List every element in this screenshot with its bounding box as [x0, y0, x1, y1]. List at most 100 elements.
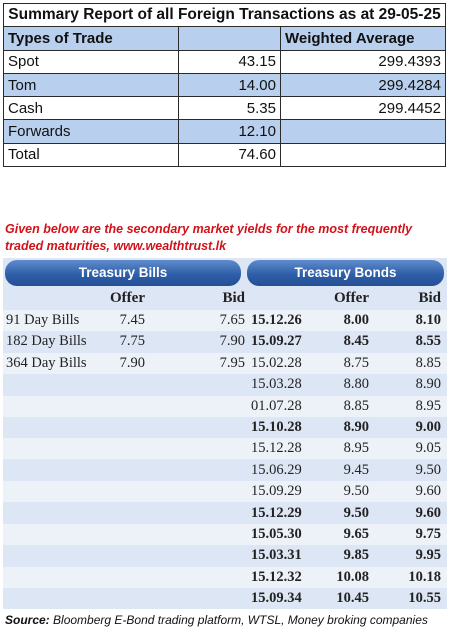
trade-weighted-average: [280, 142, 446, 168]
bonds-offer-header: Offer: [334, 290, 369, 306]
bill-name: 182 Day Bills: [6, 333, 87, 350]
trade-type: Spot: [3, 49, 179, 74]
bonds-bid-header: Bid: [418, 290, 441, 306]
bond-offer: 8.95: [343, 440, 369, 457]
bond-bid: 8.55: [415, 333, 441, 350]
yield-row: 15.12.28 8.95 9.05: [3, 438, 447, 460]
summary-row-total: Total 74.60: [3, 142, 446, 168]
bond-offer: 8.80: [343, 376, 369, 393]
bond-maturity: 15.02.28: [251, 354, 302, 371]
yield-row: 15.12.29 9.50 9.60: [3, 503, 447, 524]
trade-weighted-average: [280, 119, 446, 144]
trade-volume: 14.00: [178, 72, 281, 98]
trade-volume: 12.10: [178, 119, 281, 144]
bond-offer: 8.75: [343, 354, 369, 371]
yield-row: 364 Day Bills 7.90 7.95 15.02.28 8.75 8.85: [3, 352, 447, 374]
yield-row: 15.09.34 10.45 10.55: [3, 588, 447, 609]
bond-maturity: 15.10.28: [251, 419, 302, 435]
summary-row-forwards: Forwards 12.10: [3, 119, 446, 144]
bond-maturity: 15.03.28: [251, 376, 302, 393]
secondary-market-caption: Given below are the secondary market yie…: [5, 222, 413, 253]
bond-offer: 9.85: [343, 547, 369, 564]
treasury-bills-heading: Treasury Bills: [5, 260, 241, 286]
bond-maturity: 01.07.28: [251, 397, 302, 414]
header-weighted-average: Weighted Average: [280, 26, 446, 51]
trade-volume: 5.35: [178, 96, 281, 121]
bill-offer: 7.90: [119, 354, 145, 371]
bond-bid: 9.60: [415, 504, 441, 521]
bond-maturity: 15.06.29: [251, 461, 302, 478]
bond-maturity: 15.12.32: [251, 568, 302, 585]
bond-maturity: 15.05.30: [251, 526, 302, 542]
source-label: Source:: [5, 613, 50, 627]
yield-row: 15.03.28 8.80 8.90: [3, 374, 447, 395]
bill-bid: 7.95: [219, 354, 245, 371]
bond-offer: 9.50: [343, 504, 369, 521]
bond-offer: 9.45: [343, 461, 369, 478]
yield-row: 15.05.30 9.65 9.75: [3, 524, 447, 545]
foreign-transactions-summary-table: Summary Report of all Foreign Transactio…: [3, 2, 446, 168]
summary-row-cash: Cash 5.35 299.4452: [3, 96, 446, 121]
yields-column-header-row: Offer Bid Offer Bid: [3, 288, 447, 309]
bond-bid: 9.05: [415, 440, 441, 457]
bond-offer: 9.65: [343, 526, 369, 542]
bond-offer: 8.45: [343, 333, 369, 350]
bond-bid: 8.95: [415, 397, 441, 414]
summary-title-row: Summary Report of all Foreign Transactio…: [3, 2, 446, 28]
bond-maturity: 15.12.28: [251, 440, 302, 457]
bill-name: 91 Day Bills: [6, 312, 80, 328]
bond-maturity: 15.03.31: [251, 547, 302, 564]
trade-volume: 74.60: [178, 142, 281, 168]
yield-row: 15.06.29 9.45 9.50: [3, 460, 447, 481]
header-types-of-trade: Types of Trade: [3, 26, 179, 51]
bond-bid: 9.75: [415, 526, 441, 542]
trade-type: Tom: [3, 72, 179, 98]
summary-header-row: Types of Trade Weighted Average: [3, 26, 446, 51]
bond-maturity: 15.12.26: [251, 312, 302, 328]
trade-weighted-average: 299.4452: [280, 96, 446, 121]
bill-offer: 7.75: [119, 333, 145, 350]
bond-offer: 8.00: [343, 312, 369, 328]
yield-row: 91 Day Bills 7.45 7.65 15.12.26 8.00 8.10: [3, 310, 447, 331]
bond-offer: 10.08: [336, 568, 369, 585]
bond-bid: 9.95: [415, 547, 441, 564]
bill-bid: 7.90: [219, 333, 245, 350]
header-volume: [178, 26, 281, 51]
summary-row-spot: Spot 43.15 299.4393: [3, 49, 446, 74]
bill-name: 364 Day Bills: [6, 354, 87, 371]
bond-offer: 8.90: [343, 419, 369, 435]
yield-row: 01.07.28 8.85 8.95: [3, 395, 447, 417]
bond-bid: 9.00: [415, 419, 441, 435]
treasury-bonds-heading: Treasury Bonds: [247, 260, 444, 286]
bond-offer: 9.50: [343, 483, 369, 500]
bond-maturity: 15.09.29: [251, 483, 302, 500]
bond-maturity: 15.09.34: [251, 590, 302, 607]
trade-type: Cash: [3, 96, 179, 121]
trade-type: Total: [3, 142, 179, 168]
bond-bid: 8.10: [415, 312, 441, 328]
bills-offer-header: Offer: [110, 290, 145, 306]
bill-offer: 7.45: [119, 312, 145, 328]
trade-weighted-average: 299.4393: [280, 49, 446, 74]
source-text: Bloomberg E-Bond trading platform, WTSL,…: [49, 613, 428, 627]
source-note: Source: Bloomberg E-Bond trading platfor…: [5, 611, 445, 629]
yield-row: 182 Day Bills 7.75 7.90 15.09.27 8.45 8.55: [3, 331, 447, 352]
bond-offer: 10.45: [336, 590, 369, 607]
bond-maturity: 15.09.27: [251, 333, 302, 350]
yield-row: 15.10.28 8.90 9.00: [3, 417, 447, 438]
bills-bid-header: Bid: [222, 290, 245, 306]
yield-row: 15.12.32 10.08 10.18: [3, 566, 447, 588]
secondary-market-yields-table: Treasury Bills Treasury Bonds Offer Bid …: [3, 258, 447, 609]
bond-bid: 9.60: [415, 483, 441, 500]
bond-offer: 8.85: [343, 397, 369, 414]
trade-type: Forwards: [3, 119, 179, 144]
bond-bid: 8.85: [415, 354, 441, 371]
bond-bid: 10.55: [408, 590, 441, 607]
bond-maturity: 15.12.29: [251, 504, 302, 521]
trade-volume: 43.15: [178, 49, 281, 74]
bond-bid: 10.18: [408, 568, 441, 585]
trade-weighted-average: 299.4284: [280, 72, 446, 98]
yield-row: 15.09.29 9.50 9.60: [3, 481, 447, 503]
bond-bid: 8.90: [415, 376, 441, 393]
yield-row: 15.03.31 9.85 9.95: [3, 545, 447, 566]
